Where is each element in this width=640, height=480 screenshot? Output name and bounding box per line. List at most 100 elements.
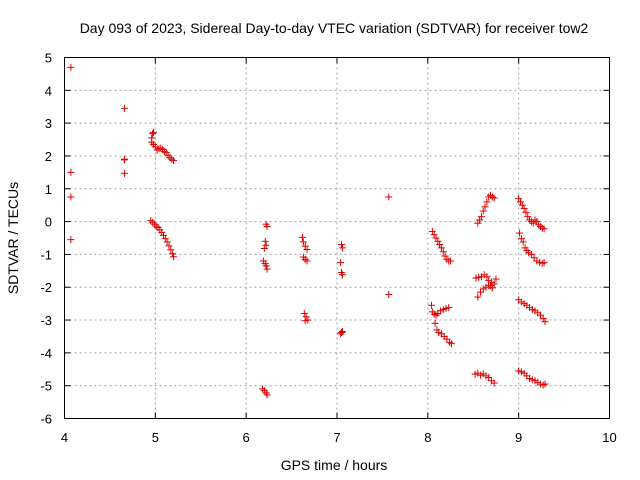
data-point bbox=[533, 218, 541, 226]
data-point bbox=[538, 224, 546, 232]
data-point bbox=[474, 293, 482, 301]
data-point bbox=[447, 257, 455, 265]
data-point bbox=[260, 245, 268, 253]
data-point bbox=[167, 246, 175, 254]
data-point bbox=[152, 222, 160, 230]
data-point bbox=[488, 193, 496, 201]
data-point bbox=[517, 235, 525, 243]
y-tick-label: -1 bbox=[40, 247, 52, 262]
data-point bbox=[155, 145, 163, 153]
data-point bbox=[447, 340, 455, 348]
data-point bbox=[150, 128, 158, 136]
data-point bbox=[301, 255, 309, 263]
data-point bbox=[338, 244, 346, 252]
data-point bbox=[170, 157, 177, 165]
data-point bbox=[430, 231, 438, 239]
y-tick-label: 1 bbox=[45, 182, 52, 197]
data-point bbox=[474, 219, 482, 227]
data-point bbox=[539, 381, 547, 389]
data-point bbox=[301, 317, 309, 325]
data-point bbox=[487, 278, 495, 286]
data-point bbox=[531, 216, 539, 224]
data-point bbox=[436, 241, 444, 249]
data-point bbox=[163, 238, 171, 246]
x-tick-label: 10 bbox=[602, 430, 616, 445]
data-point bbox=[261, 237, 269, 245]
data-point bbox=[439, 248, 447, 256]
data-point bbox=[518, 201, 526, 209]
data-point bbox=[490, 379, 498, 387]
x-tick-label: 9 bbox=[515, 430, 522, 445]
data-point bbox=[149, 130, 157, 138]
data-point bbox=[338, 271, 346, 279]
data-point bbox=[492, 275, 500, 283]
data-point bbox=[338, 328, 346, 336]
data-point bbox=[303, 245, 311, 253]
data-point bbox=[437, 244, 445, 252]
data-point bbox=[483, 198, 491, 206]
data-point bbox=[301, 242, 309, 250]
data-point bbox=[540, 225, 548, 233]
data-point bbox=[443, 255, 451, 263]
x-tick-label: 4 bbox=[61, 430, 68, 445]
data-point bbox=[519, 238, 527, 246]
axis-ticks bbox=[64, 57, 610, 419]
data-point bbox=[299, 238, 307, 246]
data-point bbox=[165, 242, 173, 250]
data-point bbox=[120, 155, 128, 163]
data-point bbox=[337, 259, 345, 267]
data-point bbox=[483, 273, 491, 281]
y-tick-label: -5 bbox=[40, 379, 52, 394]
data-point bbox=[161, 235, 169, 243]
y-axis-label: SDTVAR / TECUs bbox=[5, 182, 21, 294]
y-tick-labels: -6 -5 -4 -3 -2 -1 0 1 2 3 4 5 bbox=[40, 51, 52, 427]
data-point bbox=[160, 147, 168, 155]
data-point bbox=[522, 208, 530, 216]
data-point bbox=[157, 144, 165, 152]
data-point bbox=[481, 203, 489, 211]
data-point bbox=[168, 155, 176, 163]
data-point bbox=[67, 193, 75, 201]
data-point bbox=[298, 233, 306, 241]
data-point bbox=[540, 259, 548, 267]
data-point bbox=[432, 234, 440, 242]
data-point bbox=[432, 311, 440, 319]
data-point bbox=[446, 338, 454, 346]
x-tick-label: 8 bbox=[424, 430, 431, 445]
data-point bbox=[479, 207, 487, 215]
data-point bbox=[529, 219, 537, 227]
data-point bbox=[524, 213, 532, 221]
data-point bbox=[263, 223, 271, 231]
y-tick-label: -4 bbox=[40, 346, 52, 361]
x-tick-label: 7 bbox=[333, 430, 340, 445]
data-point bbox=[431, 319, 439, 327]
data-point bbox=[338, 241, 346, 249]
data-point bbox=[170, 253, 177, 261]
data-point bbox=[385, 193, 393, 201]
data-point bbox=[539, 314, 547, 322]
data-point bbox=[488, 284, 496, 292]
y-tick-label: 0 bbox=[45, 215, 52, 230]
data-point bbox=[160, 231, 168, 239]
data-point bbox=[520, 204, 528, 212]
data-point bbox=[541, 318, 549, 326]
data-point bbox=[262, 241, 270, 249]
data-point bbox=[476, 216, 484, 224]
data-point bbox=[263, 391, 271, 399]
x-tick-label: 5 bbox=[152, 430, 159, 445]
data-point bbox=[147, 217, 155, 225]
data-point bbox=[262, 262, 270, 270]
data-point bbox=[445, 304, 453, 312]
data-point bbox=[151, 143, 159, 151]
data-point bbox=[516, 198, 524, 206]
data-point bbox=[487, 191, 495, 199]
data-point bbox=[541, 380, 549, 388]
data-point bbox=[67, 168, 75, 176]
data-point bbox=[515, 195, 523, 203]
data-point bbox=[300, 309, 308, 317]
gridlines bbox=[64, 57, 610, 419]
x-axis-label: GPS time / hours bbox=[281, 457, 388, 473]
data-point bbox=[538, 259, 546, 267]
data-point bbox=[120, 104, 128, 112]
